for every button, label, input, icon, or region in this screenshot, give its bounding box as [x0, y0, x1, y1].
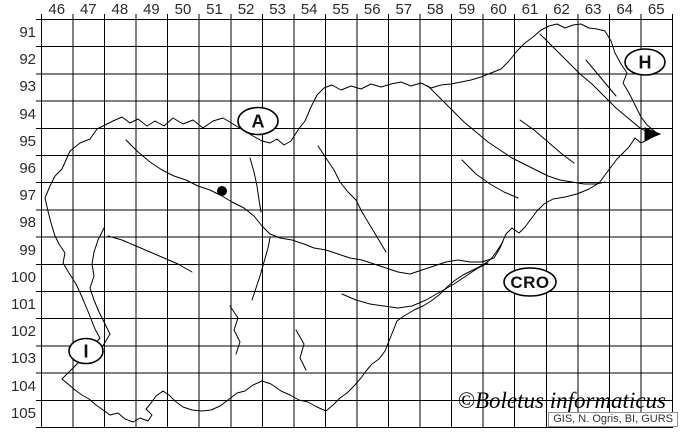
- grid-row-ticks: [36, 19, 42, 428]
- italy-letter: I: [83, 342, 88, 362]
- hungary-ellipse: [624, 48, 666, 76]
- grid-row-label: 105: [10, 404, 36, 422]
- grid-row-label: 97: [19, 187, 36, 205]
- croatia-letters: CRO: [510, 273, 549, 292]
- grid-row-label: 103: [10, 350, 36, 368]
- grid-row-label: 93: [19, 78, 36, 96]
- grid-column-label: 46: [48, 1, 66, 18]
- country-label-croatia: CRO: [503, 267, 557, 297]
- italy-ellipse: [68, 337, 104, 365]
- country-label-hungary: H: [624, 48, 666, 76]
- grid-row-label: 102: [10, 323, 36, 341]
- watermark-boletus-informaticus: ©Boletus informaticus: [457, 388, 667, 413]
- grid-column-label: 63: [584, 1, 602, 18]
- credit-line: GIS, N. Ogris, BI, GURS: [548, 412, 678, 427]
- grid-column-label: 59: [458, 1, 476, 18]
- grid-column-label: 56: [363, 1, 381, 18]
- croatia-ellipse: [503, 267, 557, 297]
- grid-row-label: 100: [10, 268, 36, 286]
- occurrence-dot: [217, 186, 227, 196]
- grid-column-label: 53: [269, 1, 286, 18]
- grid-column-label: 50: [174, 1, 192, 18]
- grid-column-label: 55: [332, 1, 350, 18]
- grid-column-label: 57: [395, 1, 413, 18]
- rivers-network: [89, 33, 650, 371]
- grid-row-label: 99: [19, 241, 36, 259]
- grid-column-label: 58: [427, 1, 444, 18]
- grid-column-label: 65: [647, 1, 665, 18]
- grid-column-label: 52: [237, 1, 255, 18]
- austria-ellipse: [237, 106, 279, 136]
- grid-row-label: 101: [10, 296, 36, 313]
- country-border-outline: [44, 23, 659, 423]
- grid-column-label: 51: [206, 1, 223, 18]
- grid-column-label: 54: [300, 1, 318, 18]
- grid-row-label: 94: [19, 105, 36, 123]
- grid-row-label: 98: [19, 214, 36, 232]
- grid-row-label: 91: [19, 24, 36, 41]
- country-label-italy: I: [68, 337, 104, 365]
- grid-column-label: 49: [143, 1, 160, 18]
- grid-column-label: 61: [521, 1, 539, 18]
- hungary-letter: H: [639, 53, 652, 73]
- grid-column-label: 60: [490, 1, 507, 18]
- grid-column-label: 48: [111, 1, 129, 18]
- grid-row-label: 96: [19, 160, 36, 177]
- grid-column-ticks: [41, 14, 673, 20]
- grid-column-label: 62: [553, 1, 570, 18]
- grid-row-label: 104: [10, 377, 36, 395]
- grid-row-label: 92: [19, 51, 36, 69]
- grid-column-label: 47: [79, 1, 97, 18]
- utm-grid: [41, 19, 673, 428]
- austria-letter: A: [252, 112, 265, 132]
- grid-column-label: 64: [616, 1, 633, 18]
- grid-row-label: 95: [19, 132, 36, 150]
- east-border-tip: [644, 127, 662, 141]
- country-label-austria: A: [237, 106, 279, 136]
- map-outline-group: [44, 23, 662, 423]
